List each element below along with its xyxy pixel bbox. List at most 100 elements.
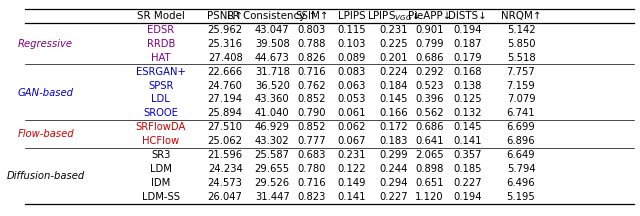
- Text: 44.673: 44.673: [255, 53, 289, 63]
- Text: ESRGAN+: ESRGAN+: [136, 67, 186, 77]
- Text: 24.234: 24.234: [208, 164, 243, 174]
- Text: 43.302: 43.302: [255, 136, 289, 146]
- Text: RRDB: RRDB: [147, 39, 175, 49]
- Text: PSNR↑: PSNR↑: [207, 11, 243, 21]
- Text: 41.040: 41.040: [255, 108, 289, 118]
- Text: 6.496: 6.496: [507, 178, 535, 188]
- Text: 0.141: 0.141: [454, 136, 482, 146]
- Text: 0.185: 0.185: [454, 164, 482, 174]
- Text: 27.408: 27.408: [208, 53, 243, 63]
- Text: SPSR: SPSR: [148, 81, 173, 91]
- Text: 27.510: 27.510: [207, 122, 243, 132]
- Text: 0.132: 0.132: [454, 108, 482, 118]
- Text: Diffusion-based: Diffusion-based: [6, 171, 85, 181]
- Text: DISTS↓: DISTS↓: [449, 11, 487, 21]
- Text: 46.929: 46.929: [255, 122, 290, 132]
- Text: 25.962: 25.962: [207, 25, 243, 35]
- Text: 0.227: 0.227: [454, 178, 482, 188]
- Text: 25.894: 25.894: [208, 108, 243, 118]
- Text: 0.141: 0.141: [337, 192, 365, 202]
- Text: SR3: SR3: [151, 150, 170, 160]
- Text: 0.686: 0.686: [415, 53, 444, 63]
- Text: 0.224: 0.224: [380, 67, 408, 77]
- Text: 0.523: 0.523: [415, 81, 444, 91]
- Text: 0.149: 0.149: [337, 178, 365, 188]
- Text: SR Model: SR Model: [137, 11, 185, 21]
- Text: 27.194: 27.194: [207, 94, 243, 105]
- Text: 0.231: 0.231: [380, 25, 408, 35]
- Text: 0.062: 0.062: [337, 122, 365, 132]
- Text: 0.061: 0.061: [337, 108, 365, 118]
- Text: 5.518: 5.518: [507, 53, 535, 63]
- Text: GAN-based: GAN-based: [18, 87, 74, 97]
- Text: 0.901: 0.901: [415, 25, 444, 35]
- Text: IDM: IDM: [151, 178, 170, 188]
- Text: 31.447: 31.447: [255, 192, 289, 202]
- Text: 0.225: 0.225: [380, 39, 408, 49]
- Text: 0.184: 0.184: [380, 81, 408, 91]
- Text: 7.757: 7.757: [507, 67, 536, 77]
- Text: 25.062: 25.062: [207, 136, 243, 146]
- Text: 0.201: 0.201: [380, 53, 408, 63]
- Text: 0.780: 0.780: [298, 164, 326, 174]
- Text: 0.145: 0.145: [454, 122, 482, 132]
- Text: PieAPP↓: PieAPP↓: [408, 11, 451, 21]
- Text: 22.666: 22.666: [207, 67, 243, 77]
- Text: 0.562: 0.562: [415, 108, 444, 118]
- Text: 5.195: 5.195: [507, 192, 536, 202]
- Text: 0.898: 0.898: [415, 164, 444, 174]
- Text: 36.520: 36.520: [255, 81, 290, 91]
- Text: 0.138: 0.138: [454, 81, 482, 91]
- Text: LDL: LDL: [152, 94, 170, 105]
- Text: 21.596: 21.596: [207, 150, 243, 160]
- Text: 24.760: 24.760: [208, 81, 243, 91]
- Text: 0.103: 0.103: [337, 39, 365, 49]
- Text: Regressive: Regressive: [18, 39, 73, 49]
- Text: 0.777: 0.777: [298, 136, 326, 146]
- Text: 0.168: 0.168: [454, 67, 482, 77]
- Text: 0.852: 0.852: [298, 94, 326, 105]
- Text: 0.183: 0.183: [380, 136, 408, 146]
- Text: 0.357: 0.357: [454, 150, 482, 160]
- Text: 43.360: 43.360: [255, 94, 289, 105]
- Text: 0.823: 0.823: [298, 192, 326, 202]
- Text: 0.244: 0.244: [380, 164, 408, 174]
- Text: 0.762: 0.762: [298, 81, 326, 91]
- Text: 1.120: 1.120: [415, 192, 444, 202]
- Text: 0.641: 0.641: [415, 136, 444, 146]
- Text: 0.231: 0.231: [337, 150, 365, 160]
- Text: 26.047: 26.047: [208, 192, 243, 202]
- Text: LPIPS$_{VGG}$↓: LPIPS$_{VGG}$↓: [367, 9, 420, 23]
- Text: 39.508: 39.508: [255, 39, 289, 49]
- Text: 24.573: 24.573: [208, 178, 243, 188]
- Text: 0.122: 0.122: [337, 164, 365, 174]
- Text: 0.799: 0.799: [415, 39, 444, 49]
- Text: LDM: LDM: [150, 164, 172, 174]
- Text: 6.649: 6.649: [507, 150, 535, 160]
- Text: 0.788: 0.788: [298, 39, 326, 49]
- Text: 0.299: 0.299: [380, 150, 408, 160]
- Text: 29.526: 29.526: [255, 178, 290, 188]
- Text: NRQM↑: NRQM↑: [500, 11, 541, 21]
- Text: 0.852: 0.852: [298, 122, 326, 132]
- Text: LPIPS: LPIPS: [338, 11, 365, 21]
- Text: HAT: HAT: [151, 53, 171, 63]
- Text: 0.187: 0.187: [454, 39, 482, 49]
- Text: 0.803: 0.803: [298, 25, 326, 35]
- Text: 0.826: 0.826: [298, 53, 326, 63]
- Text: 0.227: 0.227: [380, 192, 408, 202]
- Text: 0.194: 0.194: [454, 192, 482, 202]
- Text: 0.651: 0.651: [415, 178, 444, 188]
- Text: 0.166: 0.166: [380, 108, 408, 118]
- Text: 6.896: 6.896: [507, 136, 535, 146]
- Text: 0.089: 0.089: [337, 53, 365, 63]
- Text: 31.718: 31.718: [255, 67, 290, 77]
- Text: 5.142: 5.142: [507, 25, 535, 35]
- Text: 2.065: 2.065: [415, 150, 444, 160]
- Text: 25.316: 25.316: [207, 39, 243, 49]
- Text: 43.047: 43.047: [255, 25, 289, 35]
- Text: LDM-SS: LDM-SS: [142, 192, 180, 202]
- Text: 0.294: 0.294: [380, 178, 408, 188]
- Text: 0.145: 0.145: [380, 94, 408, 105]
- Text: 5.850: 5.850: [507, 39, 535, 49]
